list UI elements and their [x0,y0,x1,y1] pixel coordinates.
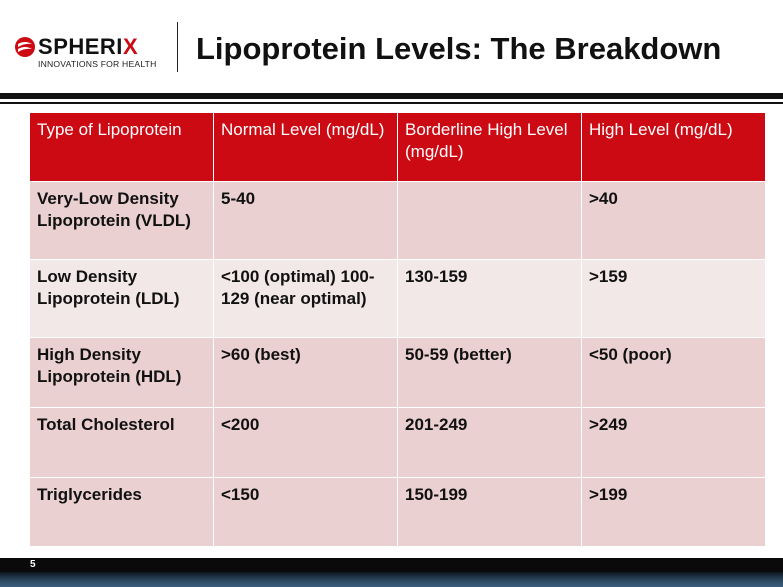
header-rule-thick [0,93,783,99]
page-number: 5 [30,559,36,570]
logo-tagline: INNOVATIONS FOR HEALTH [38,59,157,69]
table-cell: Triglycerides [29,477,214,547]
table-cell: <100 (optimal) 100-129 (near optimal) [213,259,398,338]
table-row: Very-Low Density Lipoprotein (VLDL) 5-40… [29,181,766,260]
spherix-logo: SPHERIX INNOVATIONS FOR HEALTH [14,34,174,74]
table-cell: 201-249 [397,407,582,478]
column-header: Normal Level (mg/dL) [213,112,398,182]
table-cell: 50-59 (better) [397,337,582,408]
table-cell: Very-Low Density Lipoprotein (VLDL) [29,181,214,260]
table-cell: 5-40 [213,181,398,260]
spherix-sphere-icon [15,37,35,57]
footer-image-strip [0,572,783,587]
table-cell: >159 [581,259,766,338]
table-cell: >60 (best) [213,337,398,408]
table-row: High Density Lipoprotein (HDL) >60 (best… [29,337,766,408]
table-cell: <200 [213,407,398,478]
table-cell: 150-199 [397,477,582,547]
table-cell: >199 [581,477,766,547]
header-rule-thin [0,102,783,104]
table-cell: <150 [213,477,398,547]
table-cell: High Density Lipoprotein (HDL) [29,337,214,408]
header-divider [177,22,178,72]
table-cell [397,181,582,260]
table-row: Low Density Lipoprotein (LDL) <100 (opti… [29,259,766,338]
page-title: Lipoprotein Levels: The Breakdown [196,31,722,66]
column-header: Type of Lipoprotein [29,112,214,182]
table-cell: Total Cholesterol [29,407,214,478]
footer-bar [0,558,783,572]
table-row: Total Cholesterol <200 201-249 >249 [29,407,766,478]
column-header: High Level (mg/dL) [581,112,766,182]
table-header-row: Type of Lipoprotein Normal Level (mg/dL)… [29,112,766,182]
slide-header: SPHERIX INNOVATIONS FOR HEALTH Lipoprote… [0,0,783,92]
column-header: Borderline High Level (mg/dL) [397,112,582,182]
table-cell: 130-159 [397,259,582,338]
table-cell: Low Density Lipoprotein (LDL) [29,259,214,338]
table-cell: <50 (poor) [581,337,766,408]
table-cell: >40 [581,181,766,260]
table-cell: >249 [581,407,766,478]
lipoprotein-table: Type of Lipoprotein Normal Level (mg/dL)… [29,112,766,547]
logo-wordmark: SPHERIX [38,34,139,59]
table-row: Triglycerides <150 150-199 >199 [29,477,766,547]
